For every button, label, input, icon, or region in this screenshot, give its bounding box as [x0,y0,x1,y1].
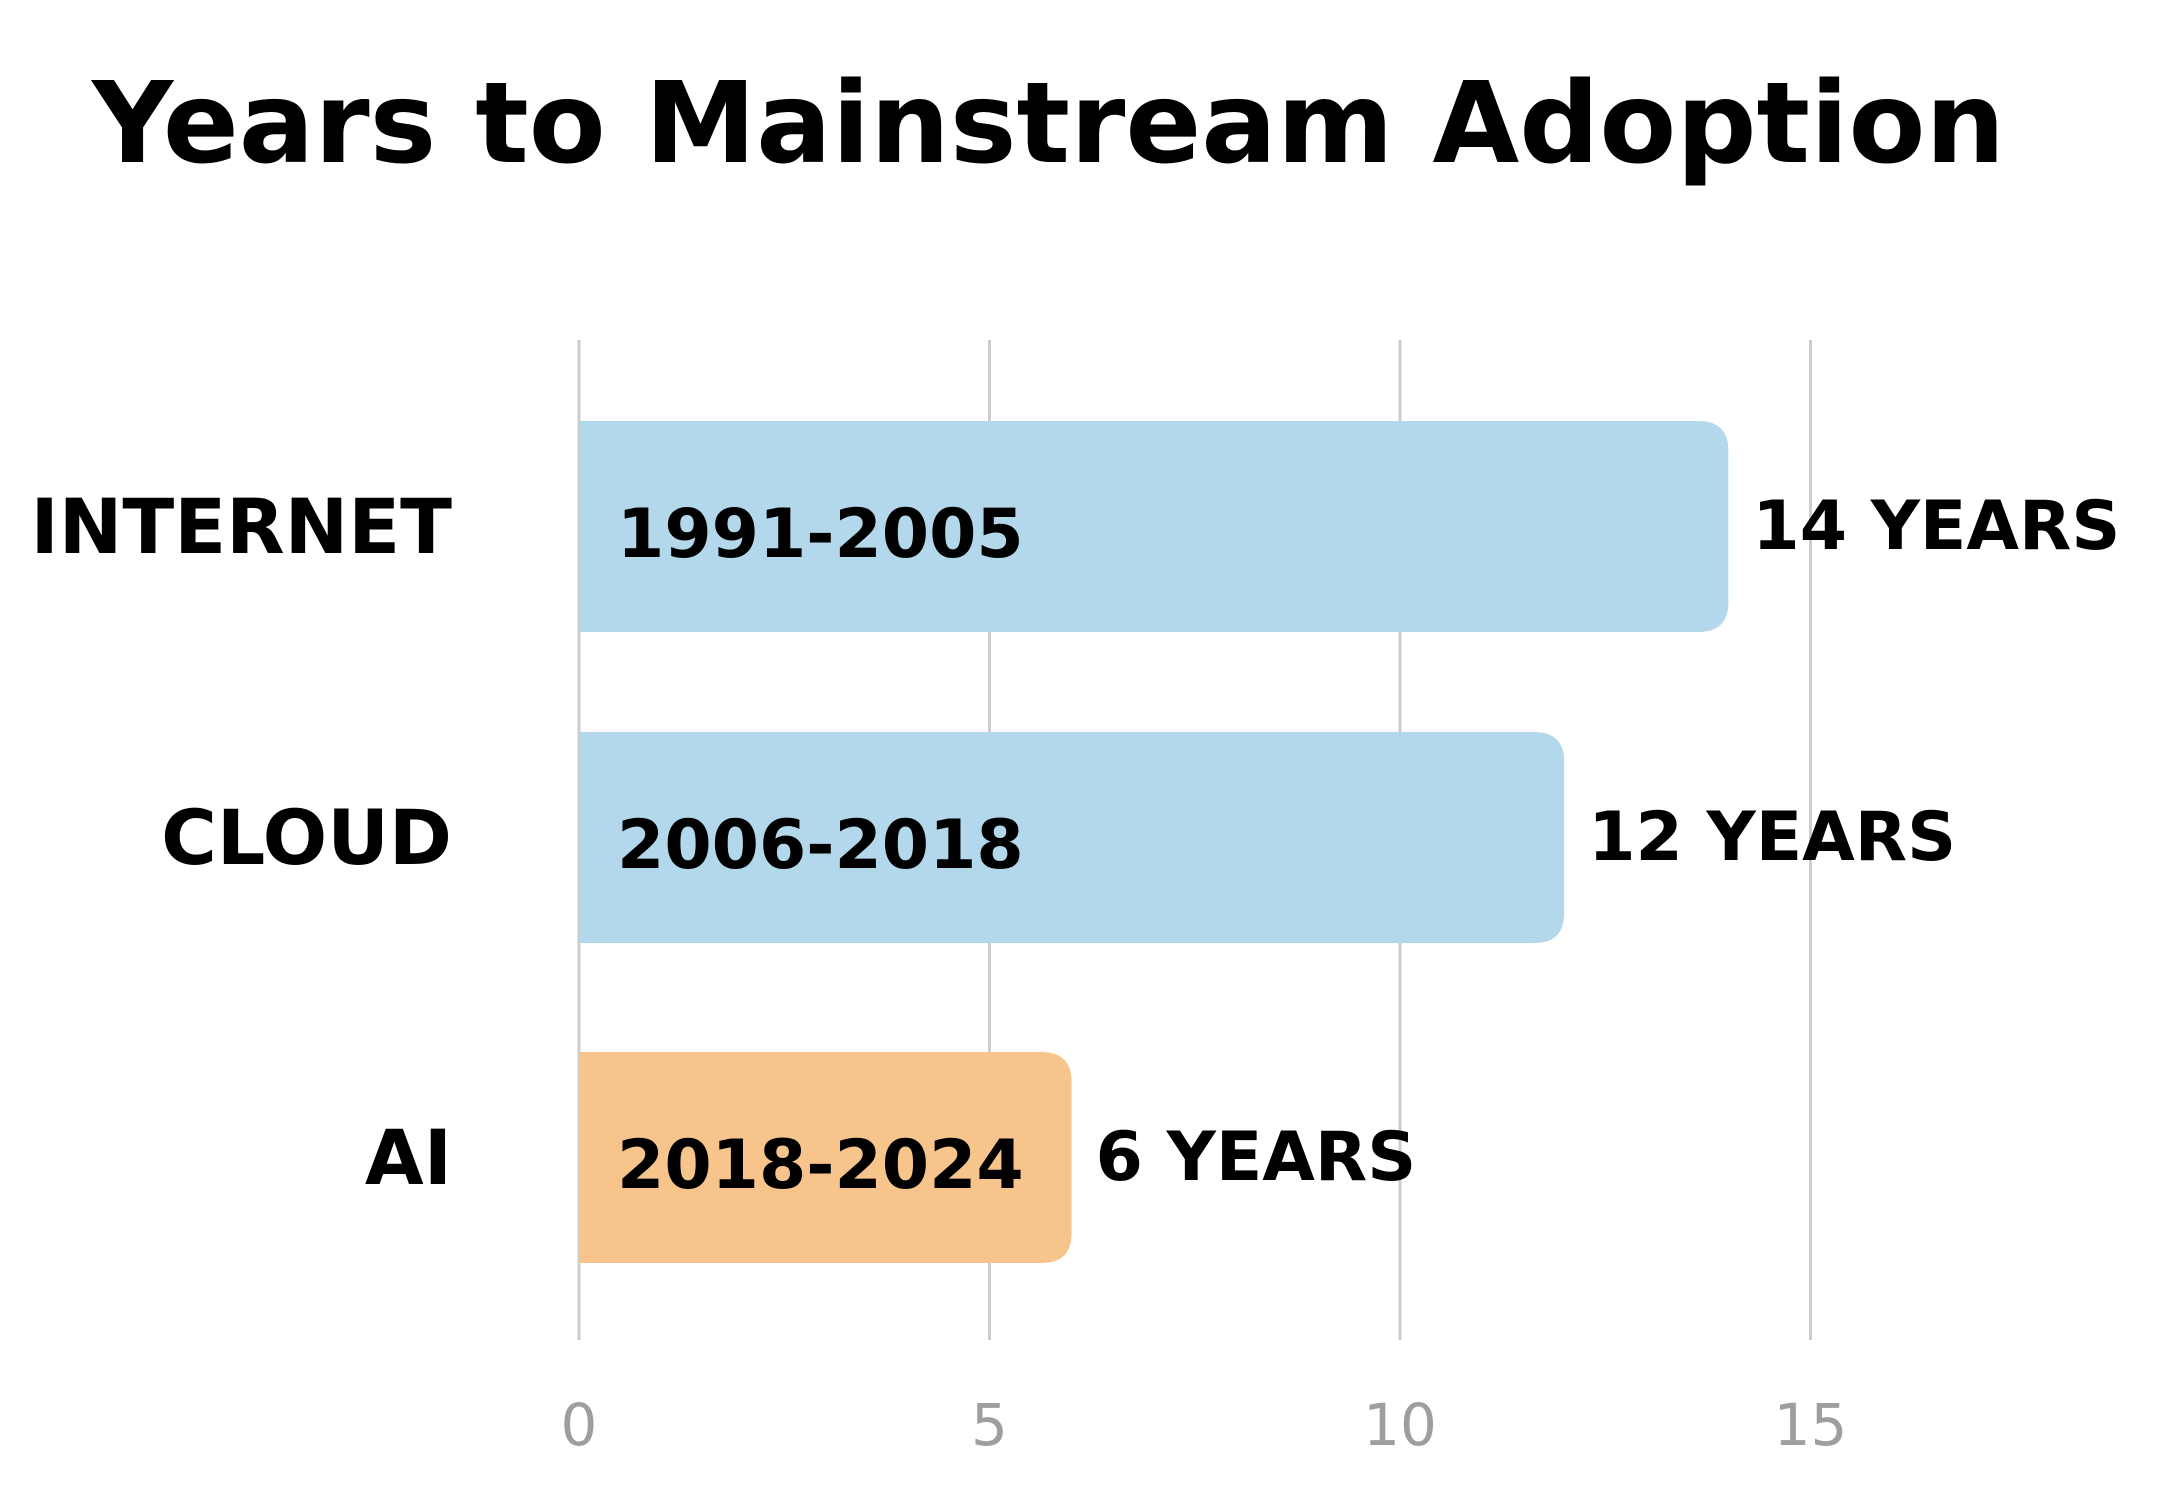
category-label-internet: INTERNET [30,482,452,571]
x-tick-label-5: 5 [971,1391,1008,1459]
chart-title: Years to Mainstream Adoption [90,59,2005,189]
x-tick-label-10: 10 [1363,1391,1437,1459]
range-label-internet: 1991-2005 [617,495,1024,574]
x-tick-label-0: 0 [561,1391,598,1459]
bar-internet [579,421,1729,632]
x-axis-ticks: 0 5 10 15 [561,1391,1848,1459]
value-label-ai: 6 YEARS [1096,1118,1417,1197]
range-label-cloud: 2006-2018 [617,806,1024,885]
bar-ai [579,1052,1072,1263]
value-label-cloud: 12 YEARS [1588,798,1956,877]
value-label-internet: 14 YEARS [1752,487,2120,566]
range-label-ai: 2018-2024 [617,1126,1024,1205]
x-tick-label-15: 15 [1774,1391,1848,1459]
labels-group: INTERNET 1991-2005 14 YEARS CLOUD 2006-2018 1… [30,482,2120,1205]
category-label-ai: AI [365,1113,452,1202]
bar-cloud [579,732,1565,943]
bars-group [579,421,1729,1263]
category-label-cloud: CLOUD [161,793,452,882]
